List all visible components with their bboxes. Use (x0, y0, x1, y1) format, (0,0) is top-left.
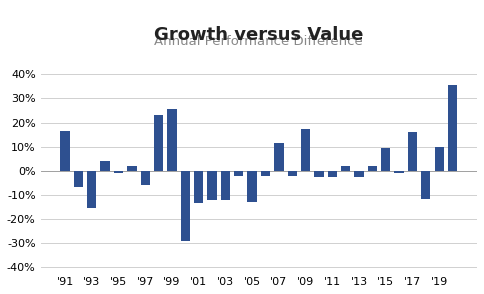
Bar (381, 148, 391, 171)
Bar (435, 147, 444, 171)
Bar (421, 171, 430, 199)
Bar (354, 171, 363, 177)
Bar (194, 171, 203, 203)
Bar (181, 171, 190, 241)
Bar (207, 171, 217, 200)
Bar (261, 171, 270, 176)
Bar (314, 171, 324, 177)
Bar (101, 161, 110, 171)
Bar (274, 143, 284, 171)
Bar (301, 128, 310, 171)
Bar (140, 171, 150, 185)
Bar (60, 131, 70, 171)
Bar (448, 85, 457, 171)
Bar (87, 171, 96, 208)
Bar (247, 171, 257, 202)
Text: Annual Performance Difference: Annual Performance Difference (154, 35, 363, 48)
Bar (408, 132, 417, 171)
Bar (287, 171, 297, 176)
Bar (368, 166, 377, 171)
Bar (221, 171, 230, 200)
Bar (154, 115, 163, 171)
Bar (394, 171, 404, 173)
Bar (114, 171, 123, 173)
Bar (127, 166, 136, 171)
Bar (328, 171, 337, 177)
Bar (167, 109, 177, 171)
Title: Growth versus Value: Growth versus Value (154, 26, 363, 44)
Bar (74, 171, 83, 186)
Bar (234, 171, 243, 176)
Bar (341, 166, 350, 171)
